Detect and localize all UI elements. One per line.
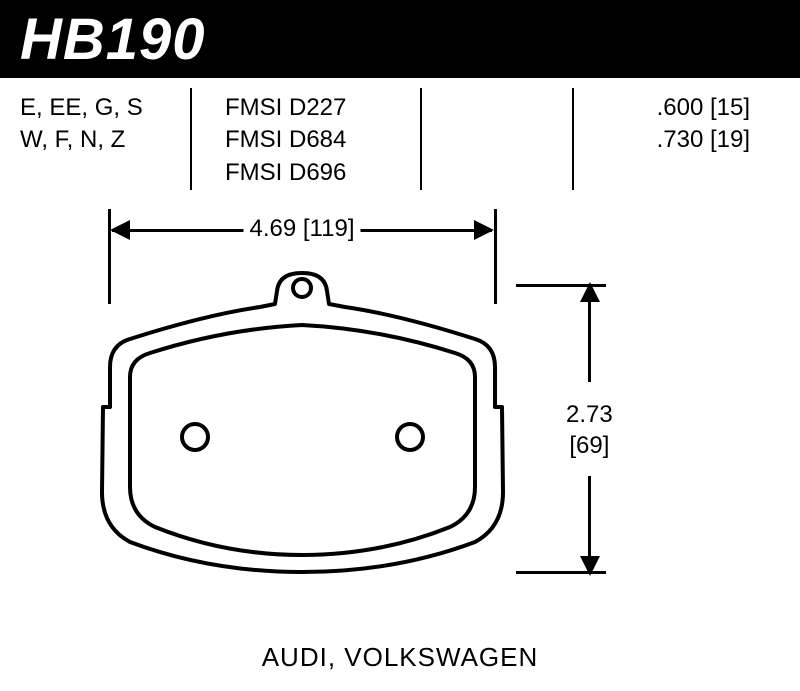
spec-divider-1 — [190, 88, 192, 190]
width-dimension: 4.69 [119] — [112, 217, 492, 247]
fmsi-column: FMSI D227 FMSI D684 FMSI D696 — [195, 92, 405, 189]
compounds-line2: W, F, N, Z — [20, 124, 195, 156]
thickness-line2: .730 [19] — [600, 124, 750, 156]
arrow-down-icon — [580, 556, 600, 576]
brake-pad-outline — [95, 267, 510, 577]
spec-divider-3 — [572, 88, 574, 190]
height-inches: 2.73 — [566, 401, 613, 428]
height-mm: [69] — [569, 432, 609, 459]
header-bar: HB190 — [0, 0, 800, 78]
spec-divider-2 — [420, 88, 422, 190]
fmsi-line1: FMSI D227 — [225, 92, 405, 124]
part-number: HB190 — [20, 6, 206, 73]
diagram-area: 4.69 [119] 2.73 [69] — [0, 209, 800, 649]
width-label: 4.69 [119] — [244, 215, 361, 243]
arrow-up-icon — [580, 282, 600, 302]
arrow-left-icon — [110, 220, 130, 240]
arrow-right-icon — [474, 220, 494, 240]
compounds-column: E, EE, G, S W, F, N, Z — [20, 92, 195, 189]
compounds-line1: E, EE, G, S — [20, 92, 195, 124]
height-label: 2.73 [69] — [566, 399, 613, 461]
fmsi-line3: FMSI D696 — [225, 157, 405, 189]
fmsi-line2: FMSI D684 — [225, 124, 405, 156]
thickness-column: .600 [15] .730 [19] — [600, 92, 780, 189]
spec-row: E, EE, G, S W, F, N, Z FMSI D227 FMSI D6… — [0, 78, 800, 189]
height-dimension: 2.73 [69] — [576, 284, 606, 574]
thickness-line1: .600 [15] — [600, 92, 750, 124]
vehicle-application: AUDI, VOLKSWAGEN — [0, 642, 800, 673]
